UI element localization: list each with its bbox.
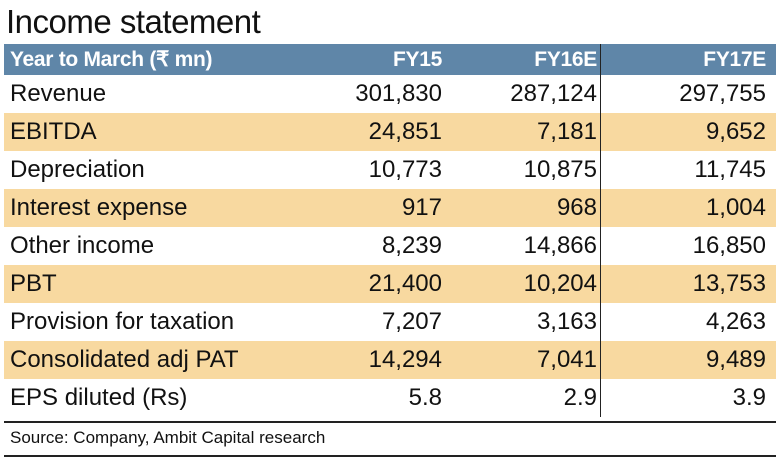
table-row: EBITDA 24,851 7,181 9,652	[4, 113, 776, 151]
row-value-fy15: 7,207	[381, 308, 442, 335]
page-title: Income statement	[6, 3, 261, 40]
row-label: Interest expense	[10, 194, 188, 221]
row-value-fy16e: 10,204	[523, 270, 597, 297]
row-label: Other income	[10, 232, 155, 259]
row-value-fy17e: 11,745	[600, 151, 776, 189]
row-value-fy15: 5.8	[408, 384, 442, 411]
table-row: Interest expense 917 968 1,004	[4, 189, 776, 227]
row-value-fy16e: 7,181	[536, 118, 597, 145]
source-note: Source: Company, Ambit Capital research	[10, 428, 326, 447]
row-label: Consolidated adj PAT	[10, 346, 239, 373]
row-value-fy17e: 1,004	[600, 189, 776, 227]
row-value-fy17e: 9,652	[600, 113, 776, 151]
divider-rule	[4, 421, 776, 423]
table-row: PBT 21,400 10,204 13,753	[4, 265, 776, 303]
row-value-fy17e: 3.9	[600, 379, 776, 417]
row-value-fy16e: 287,124	[510, 80, 597, 107]
row-value-fy16e: 14,866	[523, 232, 597, 259]
row-value-fy15: 8,239	[381, 232, 442, 259]
row-value-fy15: 14,294	[368, 346, 442, 373]
header-fy16e: FY16E	[534, 47, 597, 71]
table-row: Consolidated adj PAT 14,294 7,041 9,489	[4, 341, 776, 379]
table-row: Revenue 301,830 287,124 297,755	[4, 75, 776, 113]
header-fy17e: FY17E	[600, 44, 776, 75]
row-value-fy16e: 7,041	[536, 346, 597, 373]
table-row: Depreciation 10,773 10,875 11,745	[4, 151, 776, 189]
row-value-fy15: 24,851	[368, 118, 442, 145]
row-label: Revenue	[10, 80, 107, 107]
row-value-fy15: 301,830	[355, 80, 442, 107]
row-value-fy17e: 297,755	[600, 75, 776, 113]
row-value-fy15: 10,773	[368, 156, 442, 183]
row-value-fy15: 917	[401, 194, 442, 221]
table-row: Provision for taxation 7,207 3,163 4,263	[4, 303, 776, 341]
table-header-row: Year to March (₹ mn) FY15 FY16E FY17E	[4, 44, 776, 75]
row-value-fy17e: 4,263	[600, 303, 776, 341]
income-statement-table: Year to March (₹ mn) FY15 FY16E FY17E Re…	[4, 44, 776, 417]
header-fy15: FY15	[393, 47, 442, 71]
row-value-fy17e: 9,489	[600, 341, 776, 379]
row-value-fy16e: 968	[556, 194, 597, 221]
bottom-rule	[4, 455, 776, 457]
row-value-fy16e: 2.9	[563, 384, 597, 411]
row-label: Depreciation	[10, 156, 145, 183]
row-label: Provision for taxation	[10, 308, 235, 335]
row-value-fy16e: 10,875	[523, 156, 597, 183]
row-label: EPS diluted (Rs)	[10, 384, 188, 411]
table-row: EPS diluted (Rs) 5.8 2.9 3.9	[4, 379, 776, 417]
row-value-fy17e: 13,753	[600, 265, 776, 303]
row-label: EBITDA	[10, 118, 97, 145]
table-row: Other income 8,239 14,866 16,850	[4, 227, 776, 265]
row-value-fy16e: 3,163	[536, 308, 597, 335]
row-label: PBT	[10, 270, 57, 297]
header-label: Year to March (₹ mn)	[10, 48, 213, 71]
row-value-fy17e: 16,850	[600, 227, 776, 265]
row-value-fy15: 21,400	[368, 270, 442, 297]
